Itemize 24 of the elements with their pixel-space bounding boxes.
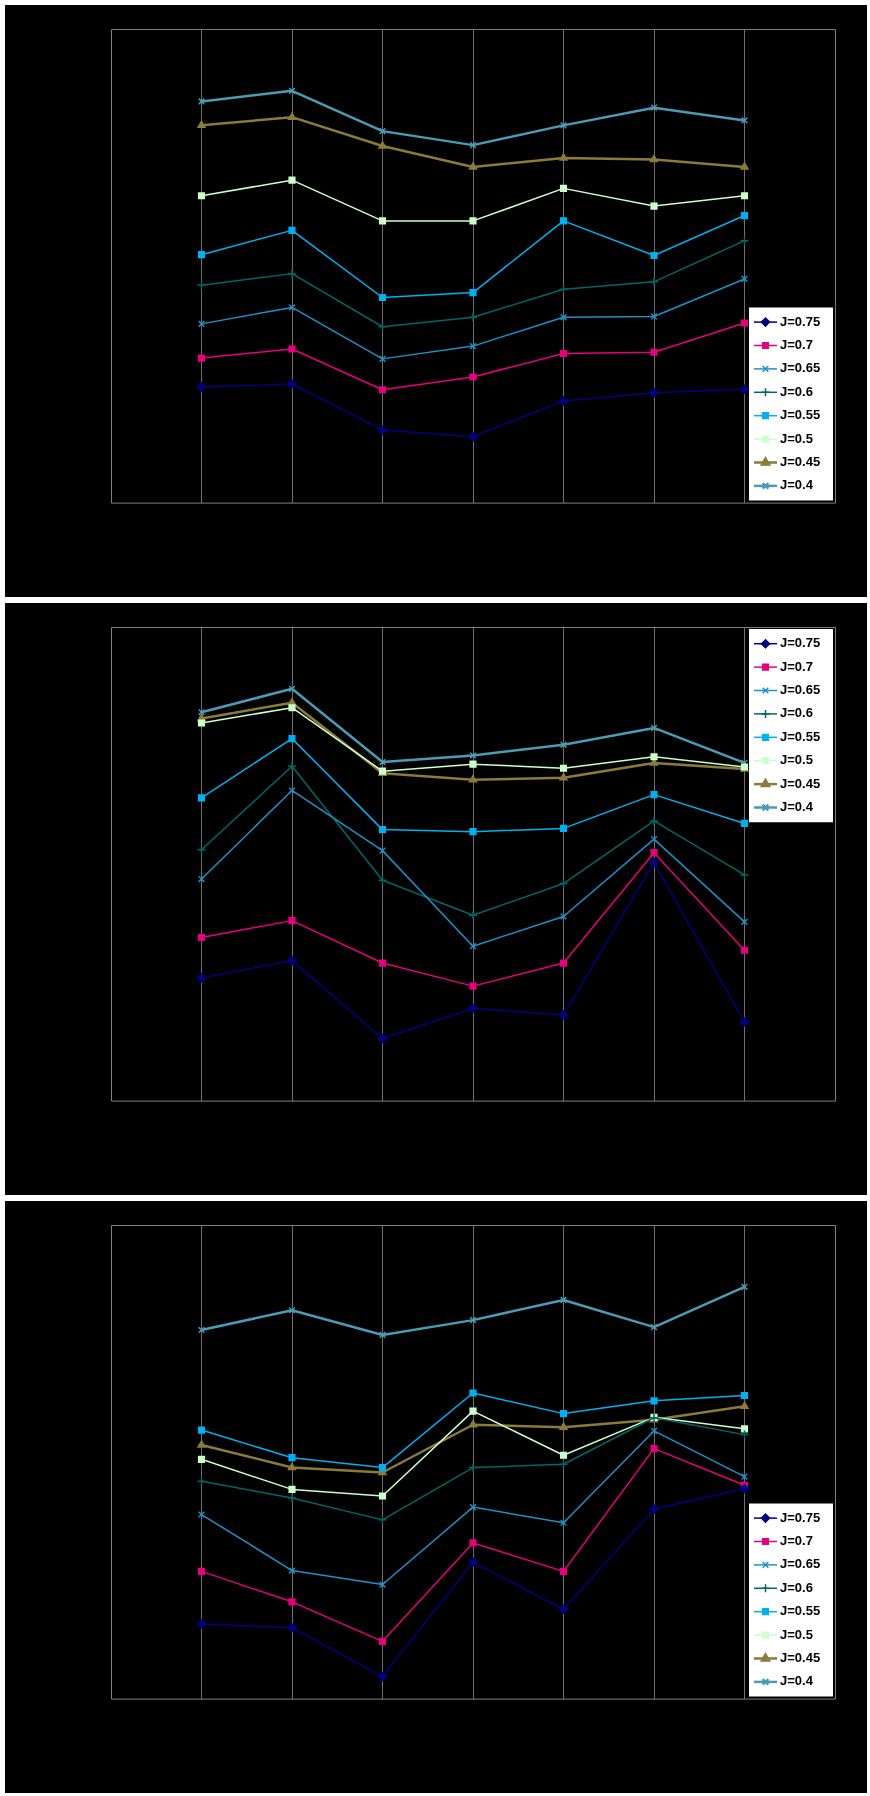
- legend-label: J=0.5: [780, 430, 813, 446]
- legend-label: J=0.45: [780, 775, 821, 791]
- legend-label: J=0.7: [780, 1533, 813, 1549]
- legend-label: J=0.7: [780, 337, 813, 353]
- legend-label: J=0.65: [780, 360, 821, 376]
- legend-label: J=0.55: [780, 407, 821, 423]
- legend-label: J=0.4: [780, 799, 814, 815]
- legend-label: J=0.75: [780, 635, 821, 651]
- legend-label: J=0.55: [780, 1603, 821, 1619]
- legend-label: J=0.45: [780, 1650, 821, 1666]
- legend-label: J=0.65: [780, 1556, 821, 1572]
- legend-label: J=0.6: [780, 1579, 813, 1595]
- legend-label: J=0.6: [780, 383, 813, 399]
- legend-label: J=0.4: [780, 477, 814, 493]
- legend-label: J=0.5: [780, 752, 813, 768]
- legend-label: J=0.55: [780, 728, 821, 744]
- legend-label: J=0.4: [780, 1673, 814, 1689]
- legend-label: J=0.45: [780, 454, 821, 470]
- legend-label: J=0.65: [780, 682, 821, 698]
- legend-label: J=0.7: [780, 658, 813, 674]
- legend-label: J=0.5: [780, 1626, 813, 1642]
- legend-label: J=0.75: [780, 1509, 821, 1525]
- legend-label: J=0.6: [780, 705, 813, 721]
- legend-label: J=0.75: [780, 313, 821, 329]
